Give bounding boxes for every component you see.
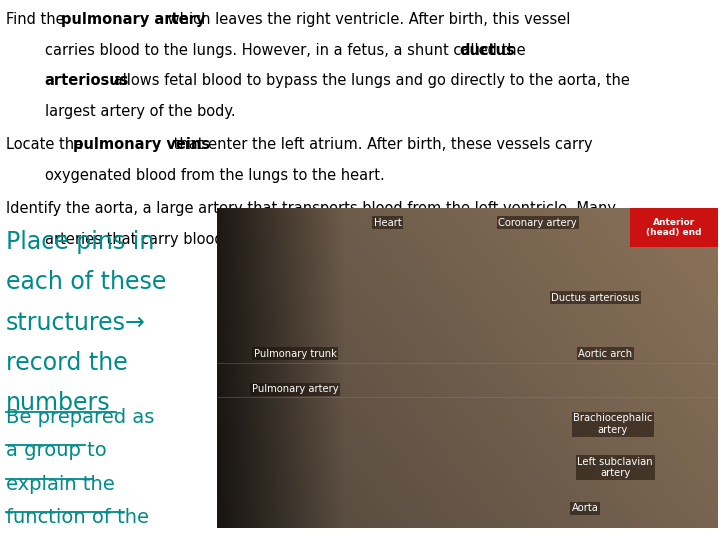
Text: arteriosus: arteriosus [45,73,129,89]
Text: numbers: numbers [6,392,110,415]
Text: carries blood to the lungs. However, in a fetus, a shunt called the: carries blood to the lungs. However, in … [45,43,530,58]
Text: Coronary artery: Coronary artery [498,218,577,228]
Text: which leaves the right ventricle. After birth, this vessel: which leaves the right ventricle. After … [163,12,570,27]
Text: arteries that carry blood throughout the body branch off of the aorta.: arteries that carry blood throughout the… [45,232,554,247]
Text: record the: record the [6,351,127,375]
Text: structures→: structures→ [6,310,145,334]
Text: that enter the left atrium. After birth, these vessels carry: that enter the left atrium. After birth,… [169,138,593,152]
Text: Left subclavian
artery: Left subclavian artery [577,457,653,478]
Text: Find the: Find the [6,12,69,27]
Text: Anterior
(head) end: Anterior (head) end [647,218,702,237]
Text: largest artery of the body.: largest artery of the body. [45,104,235,119]
Text: Pulmonary trunk: Pulmonary trunk [253,349,336,359]
Text: Identify the aorta, a large artery that transports blood from the left ventricle: Identify the aorta, a large artery that … [6,201,616,217]
Text: function of the: function of the [6,508,149,527]
Text: a group to: a group to [6,441,107,460]
Text: each of these: each of these [6,270,166,294]
Text: Be prepared as: Be prepared as [6,408,154,427]
Text: pulmonary artery: pulmonary artery [60,12,205,27]
Text: Heart: Heart [374,218,402,228]
Text: Brachiocephalic
artery: Brachiocephalic artery [573,414,652,435]
Text: Pulmonary artery: Pulmonary artery [252,384,338,394]
Text: Aortic arch: Aortic arch [578,349,632,359]
Text: oxygenated blood from the lungs to the heart.: oxygenated blood from the lungs to the h… [45,168,384,183]
Text: Locate the: Locate the [6,138,88,152]
Text: Ductus arteriosus: Ductus arteriosus [551,293,639,303]
Text: ductus: ductus [459,43,516,58]
Text: Aorta: Aorta [572,503,598,514]
Text: explain the: explain the [6,475,114,494]
Text: pulmonary veins: pulmonary veins [73,138,210,152]
Text: Place pins in: Place pins in [6,230,154,253]
Text: allows fetal blood to bypass the lungs and go directly to the aorta, the: allows fetal blood to bypass the lungs a… [109,73,629,89]
Bar [630,208,718,247]
